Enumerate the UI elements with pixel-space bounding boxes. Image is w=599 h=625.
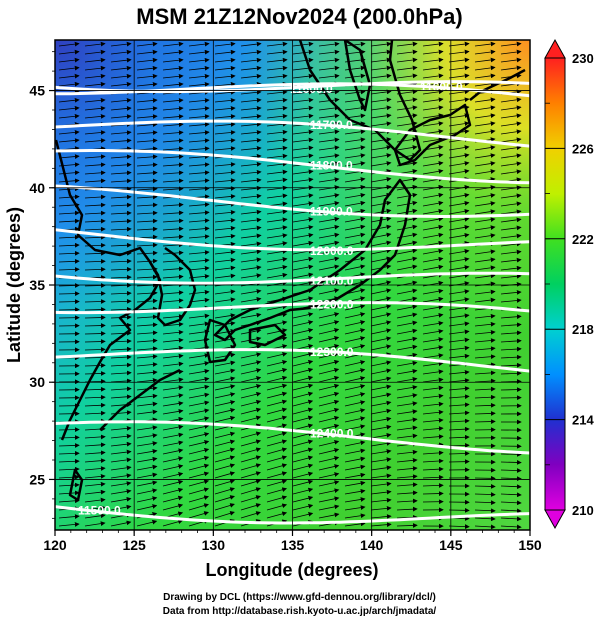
coastline-korea (148, 246, 197, 327)
axes: 120 125 130 135 140 145 150 25 30 35 40 45 (29, 51, 542, 553)
contour-line (55, 505, 530, 525)
contour-label: 12300.0 (310, 345, 354, 359)
colorbar-bottom-arrow (544, 509, 566, 530)
colorbar-label: 230 (572, 51, 594, 66)
x-tick-label: 150 (518, 537, 542, 553)
coastline-shikoku (248, 323, 287, 347)
contour-line (55, 149, 530, 185)
coastlines (55, 40, 526, 502)
y-tick-label: 45 (29, 83, 45, 99)
contour-label: 11700.0 (310, 118, 353, 132)
credit-line-1: Drawing by DCL (https://www.gfd-dennou.o… (163, 592, 436, 603)
x-tick-label: 130 (202, 537, 226, 553)
colorbar-label: 210 (572, 503, 594, 518)
colorbar-label: 222 (572, 232, 594, 247)
coastline-kyushu (203, 318, 237, 364)
contour-line (55, 119, 530, 148)
coastline-hokkaido (393, 103, 472, 167)
x-tick-label: 125 (122, 537, 146, 553)
map-title: MSM 21Z12Nov2024 (200.0hPa) (136, 4, 463, 29)
contour-line (55, 271, 530, 285)
x-tick-label: 135 (281, 537, 305, 553)
coastline-ryukyu (99, 368, 181, 431)
coastline-china (55, 139, 162, 441)
contour-line (55, 420, 530, 455)
contour-label: 12100.0 (310, 274, 354, 288)
coastline-honshu (213, 178, 412, 342)
y-axis-label: Latitude (degrees) (4, 207, 24, 363)
coastline-kuril (469, 68, 526, 101)
colorbar-label: 214 (572, 413, 594, 428)
y-tick-label: 40 (29, 180, 45, 196)
contour-label: 11900.0 (310, 205, 353, 219)
coastline-taiwan (68, 468, 84, 502)
colorbar-label: 226 (572, 141, 594, 156)
contour-line (55, 348, 530, 373)
y-tick-label: 35 (29, 277, 45, 293)
contour-label: 11600.0 (420, 80, 463, 94)
x-tick-label: 120 (43, 537, 67, 553)
contour-line (55, 301, 530, 315)
contour-line (55, 184, 530, 218)
contour-label: 12000.0 (310, 244, 354, 258)
colorbar: 210 214 218 222 226 230 (544, 38, 594, 530)
contour-label: 12400.0 (310, 426, 354, 440)
x-tick-label: 145 (439, 537, 463, 553)
credit-line-2: Data from http://database.rish.kyoto-u.a… (162, 606, 437, 617)
contour-line (55, 82, 530, 98)
contour-label: 11800.0 (310, 159, 353, 173)
contour-label: 12200.0 (310, 298, 354, 312)
coastline-sakhalin (343, 40, 372, 112)
x-axis-label: Longitude (degrees) (205, 560, 378, 580)
contour-label: 11500.0 (78, 503, 121, 517)
y-tick-label: 25 (29, 471, 45, 487)
wind-vectors (58, 41, 522, 530)
colorbar-top-arrow (544, 38, 566, 59)
contour-line (55, 228, 530, 252)
x-tick-label: 140 (360, 537, 384, 553)
colorbar-label: 218 (572, 322, 594, 337)
y-tick-label: 30 (29, 374, 45, 390)
coastline-russia (298, 40, 422, 162)
